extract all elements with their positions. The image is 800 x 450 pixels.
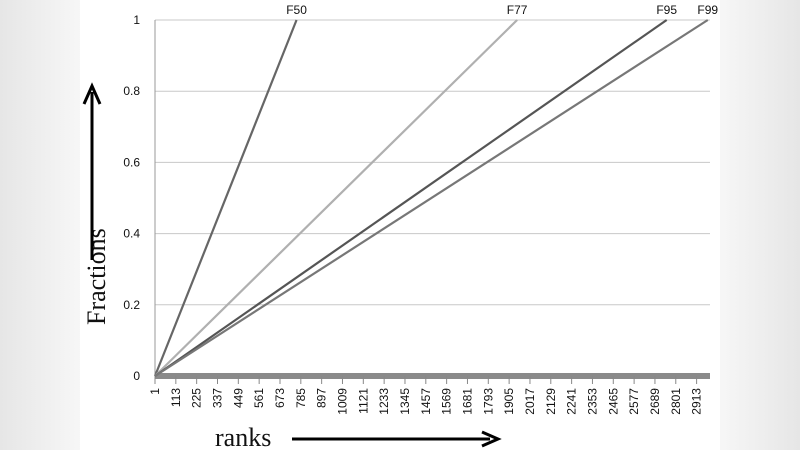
series-label: F99 (697, 3, 718, 17)
y-tick-label: 0.4 (123, 227, 140, 241)
x-tick-label: 673 (273, 388, 287, 408)
y-tick-label: 0 (133, 369, 140, 383)
y-tick-label: 0.8 (123, 84, 140, 98)
x-tick-label: 785 (294, 388, 308, 408)
x-tick-label: 225 (190, 388, 204, 408)
y-arrow-head (82, 82, 102, 105)
x-axis-label: ranks (215, 423, 271, 450)
x-tick-label: 1793 (481, 388, 495, 415)
series-line (153, 19, 298, 377)
series-label: F77 (507, 3, 528, 17)
x-tick-label: 449 (231, 388, 245, 408)
x-tick-label: 1457 (419, 388, 433, 415)
x-tick-label: 2577 (627, 388, 641, 415)
x-tick-label: 337 (210, 388, 224, 408)
y-axis-label: Fractions (82, 228, 111, 325)
x-tick-label: 1233 (377, 388, 391, 415)
x-tick-label: 1569 (440, 388, 454, 415)
x-tick-label: 2913 (690, 388, 704, 415)
x-tick-label: 2465 (606, 388, 620, 415)
x-tick-label: 113 (169, 388, 183, 407)
x-tick-label: 1009 (335, 388, 349, 415)
series-line (154, 19, 668, 377)
series-label: F95 (656, 3, 677, 17)
x-axis (155, 373, 710, 379)
x-tick-label: 561 (252, 388, 266, 408)
x-tick-label: 2801 (669, 388, 683, 415)
x-arrow-head (481, 430, 502, 448)
x-tick-label: 897 (315, 388, 329, 408)
x-tick-label: 2129 (544, 388, 558, 415)
series-label: F50 (286, 3, 307, 17)
x-tick-label: 1121 (356, 388, 370, 414)
x-tick-label: 2017 (523, 388, 537, 415)
x-tick-label: 1 (148, 388, 162, 395)
x-tick-label: 1345 (398, 388, 412, 415)
y-tick-label: 0.6 (123, 155, 140, 169)
x-tick-label: 2241 (565, 388, 579, 415)
y-tick-label: 0.2 (123, 298, 140, 312)
series-line (154, 19, 518, 377)
x-tick-label: 2353 (585, 388, 599, 415)
y-tick-label: 1 (133, 13, 140, 27)
x-tick-label: 1681 (460, 388, 474, 415)
x-tick-label: 1905 (502, 388, 516, 415)
series-line (154, 19, 709, 377)
x-tick-label: 2689 (648, 388, 662, 415)
